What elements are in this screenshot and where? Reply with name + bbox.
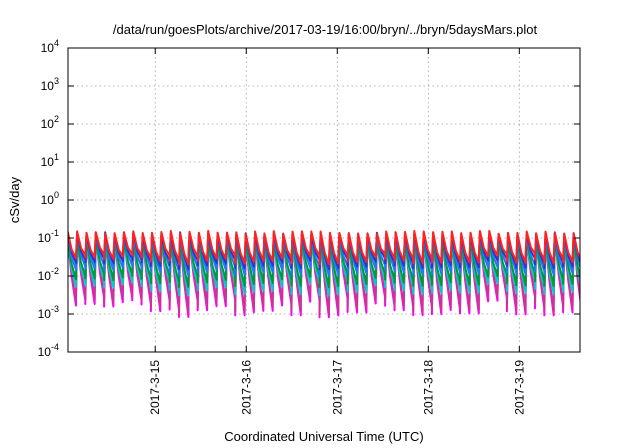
y-tick-label: 102 xyxy=(41,114,59,131)
y-tick-label-exponent: 2 xyxy=(54,114,59,124)
y-tick-label: 10-2 xyxy=(38,266,59,283)
y-tick-label-exponent: 1 xyxy=(54,152,59,162)
y-tick-label-exponent: -1 xyxy=(51,228,59,238)
x-axis-label: Coordinated Universal Time (UTC) xyxy=(224,429,423,444)
y-tick-label-base: 10 xyxy=(38,231,52,245)
x-tick-label: 2017-3-15 xyxy=(148,360,162,415)
y-tick-label-exponent: 0 xyxy=(54,190,59,200)
y-tick-label-base: 10 xyxy=(41,155,55,169)
grid xyxy=(68,48,580,352)
y-tick-label-base: 10 xyxy=(38,345,52,359)
series-line xyxy=(68,229,580,266)
x-tick-label: 2017-3-17 xyxy=(330,360,344,415)
y-tick-label: 10-4 xyxy=(38,342,59,359)
x-tick-label: 2017-3-18 xyxy=(421,360,435,415)
x-tick-label: 2017-3-16 xyxy=(239,360,253,415)
y-tick-label: 103 xyxy=(41,76,59,93)
y-tick-label: 10-1 xyxy=(38,228,59,245)
x-tick-label: 2017-3-19 xyxy=(512,360,526,415)
axes: 10-410-310-210-11001011021031042017-3-15… xyxy=(38,38,580,415)
y-tick-label-exponent: -4 xyxy=(51,342,59,352)
y-tick-label-exponent: -3 xyxy=(51,304,59,314)
y-tick-label: 10-3 xyxy=(38,304,59,321)
y-tick-label-base: 10 xyxy=(41,117,55,131)
y-axis-label: cSv/day xyxy=(7,176,22,223)
y-tick-label-base: 10 xyxy=(38,269,52,283)
y-tick-label-base: 10 xyxy=(41,193,55,207)
y-tick-label: 104 xyxy=(41,38,59,55)
y-tick-label-base: 10 xyxy=(41,79,55,93)
y-tick-label-base: 10 xyxy=(38,307,52,321)
y-tick-label-exponent: 4 xyxy=(54,38,59,48)
chart-title: /data/run/goesPlots/archive/2017-03-19/1… xyxy=(113,22,538,37)
y-tick-label: 100 xyxy=(41,190,59,207)
y-tick-label-exponent: 3 xyxy=(54,76,59,86)
y-tick-label-exponent: -2 xyxy=(51,266,59,276)
plot-area xyxy=(68,229,580,319)
y-tick-label-base: 10 xyxy=(41,41,55,55)
y-tick-label: 101 xyxy=(41,152,59,169)
